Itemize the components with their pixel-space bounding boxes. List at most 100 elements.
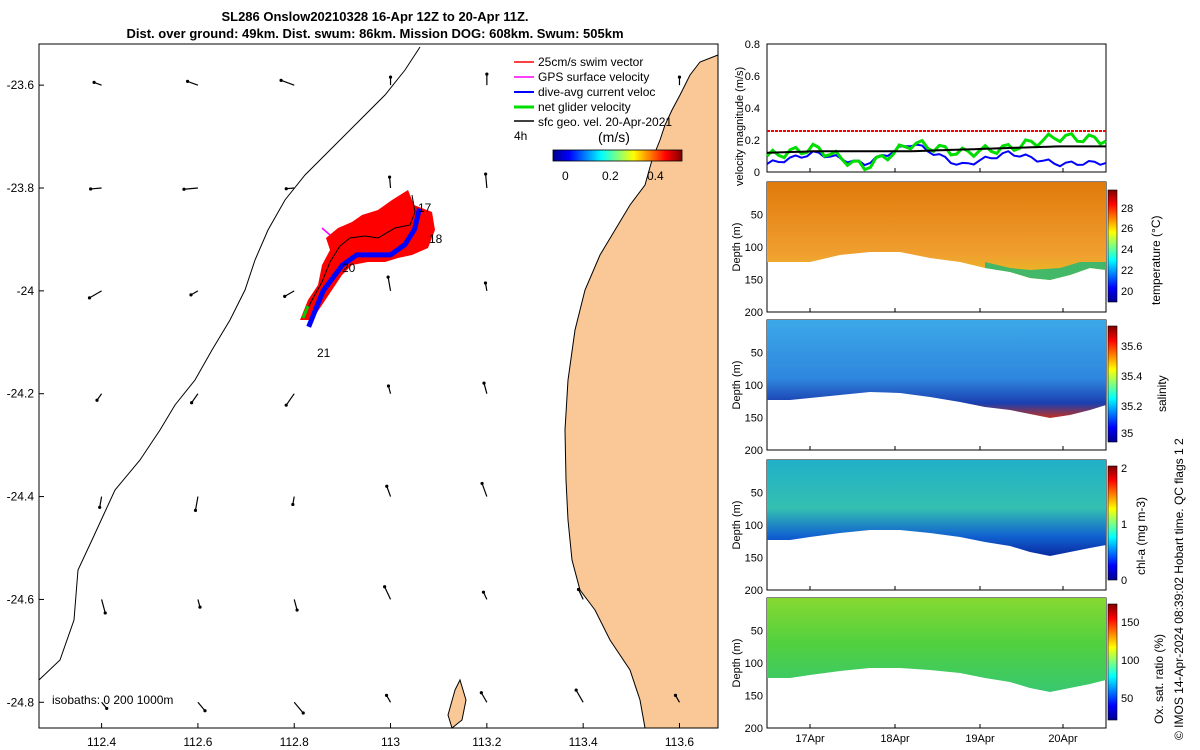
- plot-title: SL286 Onslow20210328 16-Apr 12Z to 20-Ap…: [40, 8, 710, 42]
- colorbar-tick-1: 0.2: [602, 169, 619, 183]
- chla-label: chl-a (mg m-3): [1134, 497, 1148, 575]
- temp-cb-28: 28: [1121, 203, 1133, 215]
- geo-arrow: [280, 79, 295, 86]
- geo-arrow: [384, 586, 392, 600]
- sal-cb-35.2: 35.2: [1121, 401, 1142, 413]
- geo-arrow-head: [189, 293, 193, 297]
- geo-arrow: [575, 689, 584, 703]
- geo-arrow-head: [193, 508, 198, 512]
- ox-cb-50: 50: [1121, 693, 1133, 705]
- geo-arrow: [577, 589, 584, 600]
- chl-cb-2: 2: [1121, 463, 1127, 475]
- geo-arrow: [183, 187, 198, 190]
- isobaths-label: isobaths: 0 200 1000m: [52, 693, 173, 707]
- geostrophic-arrows: [87, 72, 682, 715]
- date-axis-ticks: 17Apr 18Apr 19Apr 20Apr: [795, 168, 1078, 745]
- velocity-ylabel: velocity magnitude (m/s): [734, 67, 746, 186]
- title-line-1: SL286 Onslow20210328 16-Apr 12Z to 20-Ap…: [221, 9, 529, 24]
- temperature-panel: 28 26 24 22 20 temperature (°C): [766, 181, 1163, 313]
- chla-section: [767, 460, 1106, 556]
- depth-tick-0-0: 50: [751, 210, 763, 222]
- depth-tick-0-2: 150: [745, 275, 763, 287]
- map-ytick-5: -24.6: [7, 592, 35, 606]
- map-legend: 25cm/s swim vector GPS surface velocity …: [514, 55, 683, 183]
- depth-tick-3-2: 150: [745, 691, 763, 703]
- chl-cb-1: 1: [1121, 519, 1127, 531]
- temp-cb-26: 26: [1121, 223, 1133, 235]
- depth-ylabel-0: Depth (m): [731, 223, 743, 272]
- geo-arrow-head: [388, 75, 393, 79]
- oxygen-label: Ox. sat. ratio (%): [1152, 634, 1166, 724]
- geo-arrow-head: [198, 605, 202, 609]
- legend-swim-label: 25cm/s swim vector: [538, 55, 643, 69]
- geo-arrow: [485, 174, 488, 189]
- map-xtick-2: 112.8: [280, 735, 309, 749]
- geo-arrow: [197, 701, 206, 712]
- depth-tick-3-0: 50: [751, 626, 763, 638]
- temperature-cold-band: [985, 262, 1106, 280]
- sal-cb-35: 35: [1121, 428, 1133, 440]
- geo-arrow-head: [481, 590, 486, 594]
- geo-arrow-head: [386, 384, 391, 388]
- glider-track: [300, 190, 435, 328]
- geo-arrow-head: [291, 502, 295, 507]
- vel-tick-0.6: 0.6: [745, 71, 760, 83]
- depth-tick-0-1: 100: [745, 242, 763, 254]
- map-xtick-0: 112.4: [87, 735, 116, 749]
- chla-panel: 2 1 0 chl-a (mg m-3): [766, 459, 1148, 591]
- map-ytick-6: -24.8: [7, 695, 35, 709]
- day-label-17: 17: [418, 201, 432, 215]
- geo-arrow-head: [383, 585, 387, 589]
- geo-arrow-head: [103, 611, 107, 615]
- colorbar-title: (m/s): [598, 129, 630, 145]
- geo-arrow: [481, 483, 488, 497]
- salinity-label: salinity: [1155, 375, 1169, 412]
- geo-arrow-head: [482, 381, 486, 385]
- geo-arrow-head: [386, 275, 390, 279]
- depth-tick-2-3: 200: [745, 585, 763, 597]
- geo-arrow: [194, 496, 199, 511]
- velocity-panel: 0.8 0.6 0.4 0.2 0 velocity magnitude (m/…: [734, 39, 1107, 186]
- sal-cb-35.4: 35.4: [1121, 371, 1142, 383]
- depth-tick-3-3: 200: [745, 723, 763, 735]
- geo-arrow: [293, 701, 304, 714]
- depth-tick-1-3: 200: [745, 445, 763, 457]
- geo-arrow-head: [95, 398, 99, 402]
- legend-interval: 4h: [514, 129, 527, 143]
- vel-tick-0: 0: [754, 167, 760, 179]
- geo-arrow-head: [480, 481, 484, 486]
- geo-arrow-head: [387, 175, 392, 179]
- temp-cb-22: 22: [1121, 265, 1133, 277]
- oxygen-section: [767, 598, 1106, 692]
- gps-surface-velocity-mark: [321, 227, 331, 236]
- isobath-line: [38, 46, 421, 681]
- legend-net-label: net glider velocity: [538, 100, 631, 114]
- geo-arrow-head: [284, 403, 288, 407]
- temp-cb-20: 20: [1121, 286, 1133, 298]
- date-tick-0: 17Apr: [795, 733, 825, 745]
- depth-tick-3-1: 100: [745, 658, 763, 670]
- colorbar-tick-0: 0: [562, 169, 569, 183]
- oxygen-panel: 150 100 50 Ox. sat. ratio (%): [766, 597, 1166, 729]
- salinity-colorbar: [1107, 325, 1118, 443]
- geo-arrow: [285, 393, 295, 406]
- geo-arrow-head: [279, 78, 283, 82]
- temperature-colorbar: [1107, 189, 1118, 303]
- vel-tick-0.2: 0.2: [745, 135, 760, 147]
- net-velocity-start: [301, 305, 310, 319]
- depth-tick-2-2: 150: [745, 553, 763, 565]
- net-speed-series: [765, 131, 1107, 172]
- geo-arrow-head: [87, 296, 92, 300]
- depth-ylabel-2: Depth (m): [731, 501, 743, 550]
- net-glider-track: [302, 194, 416, 319]
- land-area: [564, 54, 719, 729]
- map-ytick-0: -23.6: [7, 78, 35, 92]
- depth-tick-1-1: 100: [745, 380, 763, 392]
- geo-arrow-head: [673, 693, 678, 697]
- vel-tick-0.4: 0.4: [745, 103, 760, 115]
- geo-arrow-head: [483, 281, 488, 285]
- credit-text: © IMOS 14-Apr-2024 08:39:02 Hobart time.…: [1172, 438, 1186, 740]
- ox-cb-100: 100: [1121, 655, 1139, 667]
- geo-arrow-head: [479, 691, 483, 695]
- geo-arrow-head: [190, 401, 194, 405]
